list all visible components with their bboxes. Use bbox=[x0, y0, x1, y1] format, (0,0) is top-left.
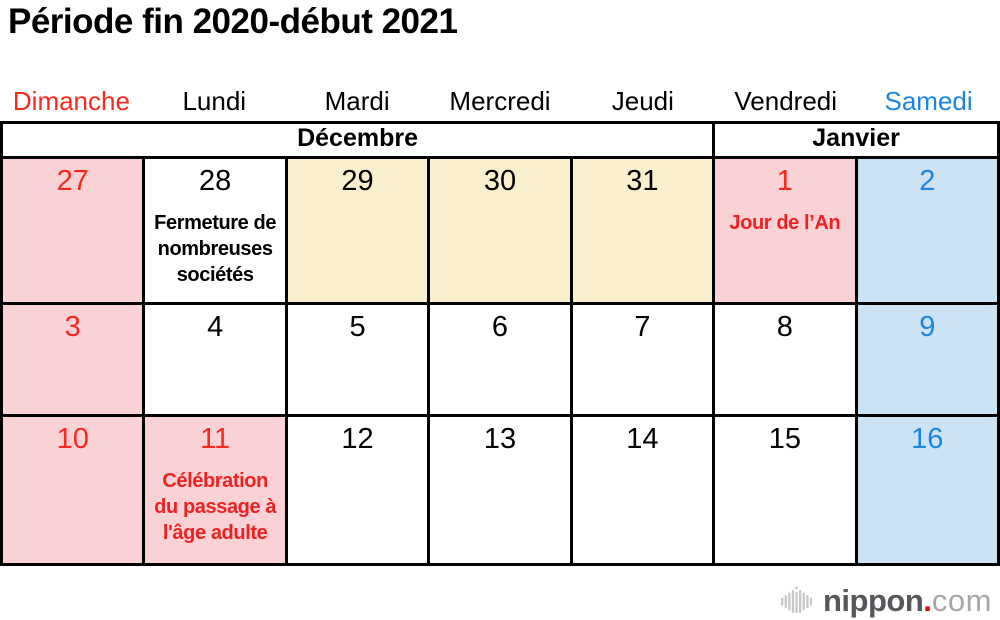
day-number: 14 bbox=[626, 423, 659, 455]
day-cell-11: 11 Célébration du passage à l'âge adulte bbox=[142, 414, 288, 566]
weekday-jeudi: Jeudi bbox=[611, 86, 674, 116]
day-number: 1 bbox=[776, 165, 793, 197]
weekday-lundi: Lundi bbox=[182, 86, 247, 116]
weekday-mercredi: Mercredi bbox=[449, 86, 551, 116]
brand-dot: . bbox=[923, 582, 932, 618]
day-cell-14: 14 bbox=[569, 414, 716, 566]
day-cell-3: 3 bbox=[0, 302, 146, 417]
weekday-samedi: Samedi bbox=[884, 86, 973, 116]
day-number: 16 bbox=[911, 423, 944, 455]
day-number: 9 bbox=[919, 311, 936, 343]
day-number: 12 bbox=[341, 423, 374, 455]
weekday-mardi: Mardi bbox=[324, 86, 390, 116]
day-cell-1: 1 Jour de l’An bbox=[712, 156, 858, 305]
day-cell-30: 30 bbox=[427, 156, 573, 305]
nippon-logo: nippon. com bbox=[780, 584, 992, 616]
day-cell-16: 16 bbox=[854, 414, 1000, 566]
day-number: 4 bbox=[207, 311, 224, 343]
day-note: Jour de l’An bbox=[729, 212, 841, 235]
calendar-week-row: 10 11 Célébration du passage à l'âge adu… bbox=[0, 414, 1000, 566]
day-number: 8 bbox=[776, 311, 793, 343]
day-cell-2: 2 bbox=[854, 156, 1000, 305]
day-cell-12: 12 bbox=[284, 414, 431, 566]
brand-text-com: com bbox=[931, 582, 992, 618]
day-note: Fermeture de nombreuses sociétés bbox=[154, 212, 277, 287]
day-cell-31: 31 bbox=[569, 156, 716, 305]
calendar-week-row: 3 4 5 6 7 8 9 bbox=[0, 302, 1000, 417]
day-number: 13 bbox=[483, 423, 517, 455]
day-cell-8: 8 bbox=[712, 302, 858, 417]
day-number: 6 bbox=[491, 311, 509, 343]
weekday-header: Dimanche Lundi Mardi Mercredi Jeudi Vend… bbox=[0, 86, 1000, 116]
day-cell-6: 6 bbox=[427, 302, 573, 417]
month-cell-decembre: Décembre bbox=[0, 121, 716, 159]
day-number: 31 bbox=[626, 165, 659, 197]
day-cell-27: 27 bbox=[0, 156, 146, 305]
day-number: 3 bbox=[64, 311, 81, 343]
day-number: 7 bbox=[634, 311, 651, 343]
day-number: 30 bbox=[483, 165, 517, 197]
day-cell-7: 7 bbox=[569, 302, 716, 417]
day-cell-9: 9 bbox=[854, 302, 1000, 417]
day-cell-15: 15 bbox=[712, 414, 858, 566]
day-cell-10: 10 bbox=[0, 414, 146, 566]
day-cell-4: 4 bbox=[142, 302, 288, 417]
day-number: 28 bbox=[199, 165, 232, 197]
day-number: 10 bbox=[56, 423, 89, 455]
weekday-vendredi: Vendredi bbox=[734, 86, 838, 116]
month-cell-janvier: Janvier bbox=[712, 121, 1000, 159]
brand-text-nippon: nippon bbox=[823, 582, 924, 618]
day-number: 27 bbox=[56, 165, 89, 197]
soundwave-icon bbox=[781, 586, 813, 613]
calendar-table: Décembre Janvier 27 28 Fermeture de nomb… bbox=[0, 121, 1000, 566]
day-number: 11 bbox=[200, 423, 231, 455]
calendar-week-row: 27 28 Fermeture de nombreuses sociétés 2… bbox=[0, 156, 1000, 305]
month-row: Décembre Janvier bbox=[0, 121, 1000, 159]
page-title: Période fin 2020-début 2021 bbox=[8, 2, 458, 41]
day-number: 29 bbox=[341, 165, 374, 197]
day-cell-29: 29 bbox=[284, 156, 431, 305]
day-number: 15 bbox=[768, 423, 801, 455]
day-number: 2 bbox=[919, 165, 936, 197]
day-cell-13: 13 bbox=[427, 414, 573, 566]
day-cell-28: 28 Fermeture de nombreuses sociétés bbox=[142, 156, 288, 305]
day-note: Célébration du passage à l'âge adulte bbox=[154, 470, 277, 545]
day-cell-5: 5 bbox=[284, 302, 431, 417]
weekday-dimanche: Dimanche bbox=[12, 86, 130, 116]
day-number: 5 bbox=[349, 311, 366, 343]
